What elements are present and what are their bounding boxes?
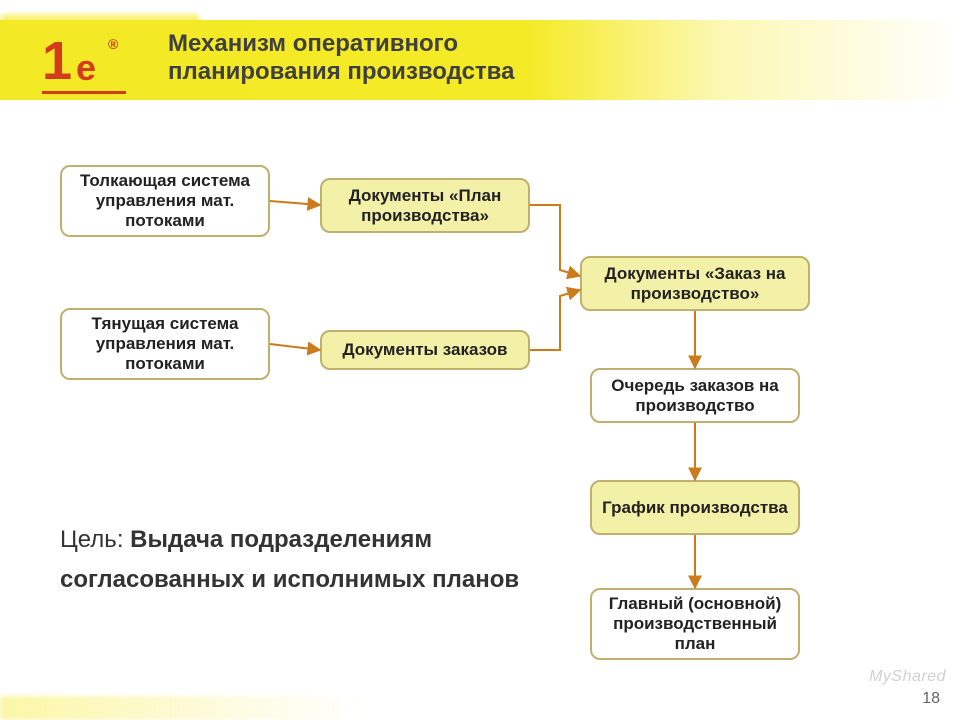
- page-number: 18: [922, 690, 940, 708]
- node-production-order: Документы «Заказ на производство»: [580, 256, 810, 311]
- node-label: Главный (основной) производственный план: [598, 594, 792, 654]
- node-label: График производства: [602, 498, 788, 518]
- logo-letter: e: [76, 47, 96, 89]
- edge-push-plan: [270, 201, 320, 205]
- node-label: Очередь заказов на производство: [598, 376, 792, 416]
- goal-label: Цель:: [60, 526, 130, 553]
- node-label: Толкающая система управления мат. потока…: [68, 171, 262, 231]
- title-line-2: планирования производства: [168, 58, 514, 86]
- node-label: Документы «План производства»: [328, 186, 522, 226]
- node-production-plan: Документы «План производства»: [320, 178, 530, 233]
- node-master-plan: Главный (основной) производственный план: [590, 588, 800, 660]
- node-label: Документы «Заказ на производство»: [588, 264, 802, 304]
- node-label: Тянущая система управления мат. потоками: [68, 314, 262, 374]
- edge-pull-orders: [270, 344, 320, 350]
- node-order-queue: Очередь заказов на производство: [590, 368, 800, 423]
- logo-1c: 1 e ®: [42, 34, 128, 88]
- logo-reg-icon: ®: [108, 36, 118, 52]
- edge-plan-zakaz: [530, 205, 580, 276]
- node-push-system: Толкающая система управления мат. потока…: [60, 165, 270, 237]
- goal-statement: Цель: Выдача подразделениям согласованны…: [60, 520, 530, 600]
- title-line-1: Механизм оперативного: [168, 30, 514, 58]
- logo-underline: [42, 91, 126, 94]
- page-title: Механизм оперативного планирования произ…: [168, 30, 514, 86]
- node-pull-system: Тянущая система управления мат. потоками: [60, 308, 270, 380]
- node-production-schedule: График производства: [590, 480, 800, 535]
- node-order-documents: Документы заказов: [320, 330, 530, 370]
- logo-digit: 1: [42, 31, 68, 91]
- edge-orders-zakaz: [530, 290, 580, 350]
- footer-accent: [0, 696, 360, 720]
- node-label: Документы заказов: [342, 340, 507, 360]
- watermark: MyShared: [869, 668, 946, 686]
